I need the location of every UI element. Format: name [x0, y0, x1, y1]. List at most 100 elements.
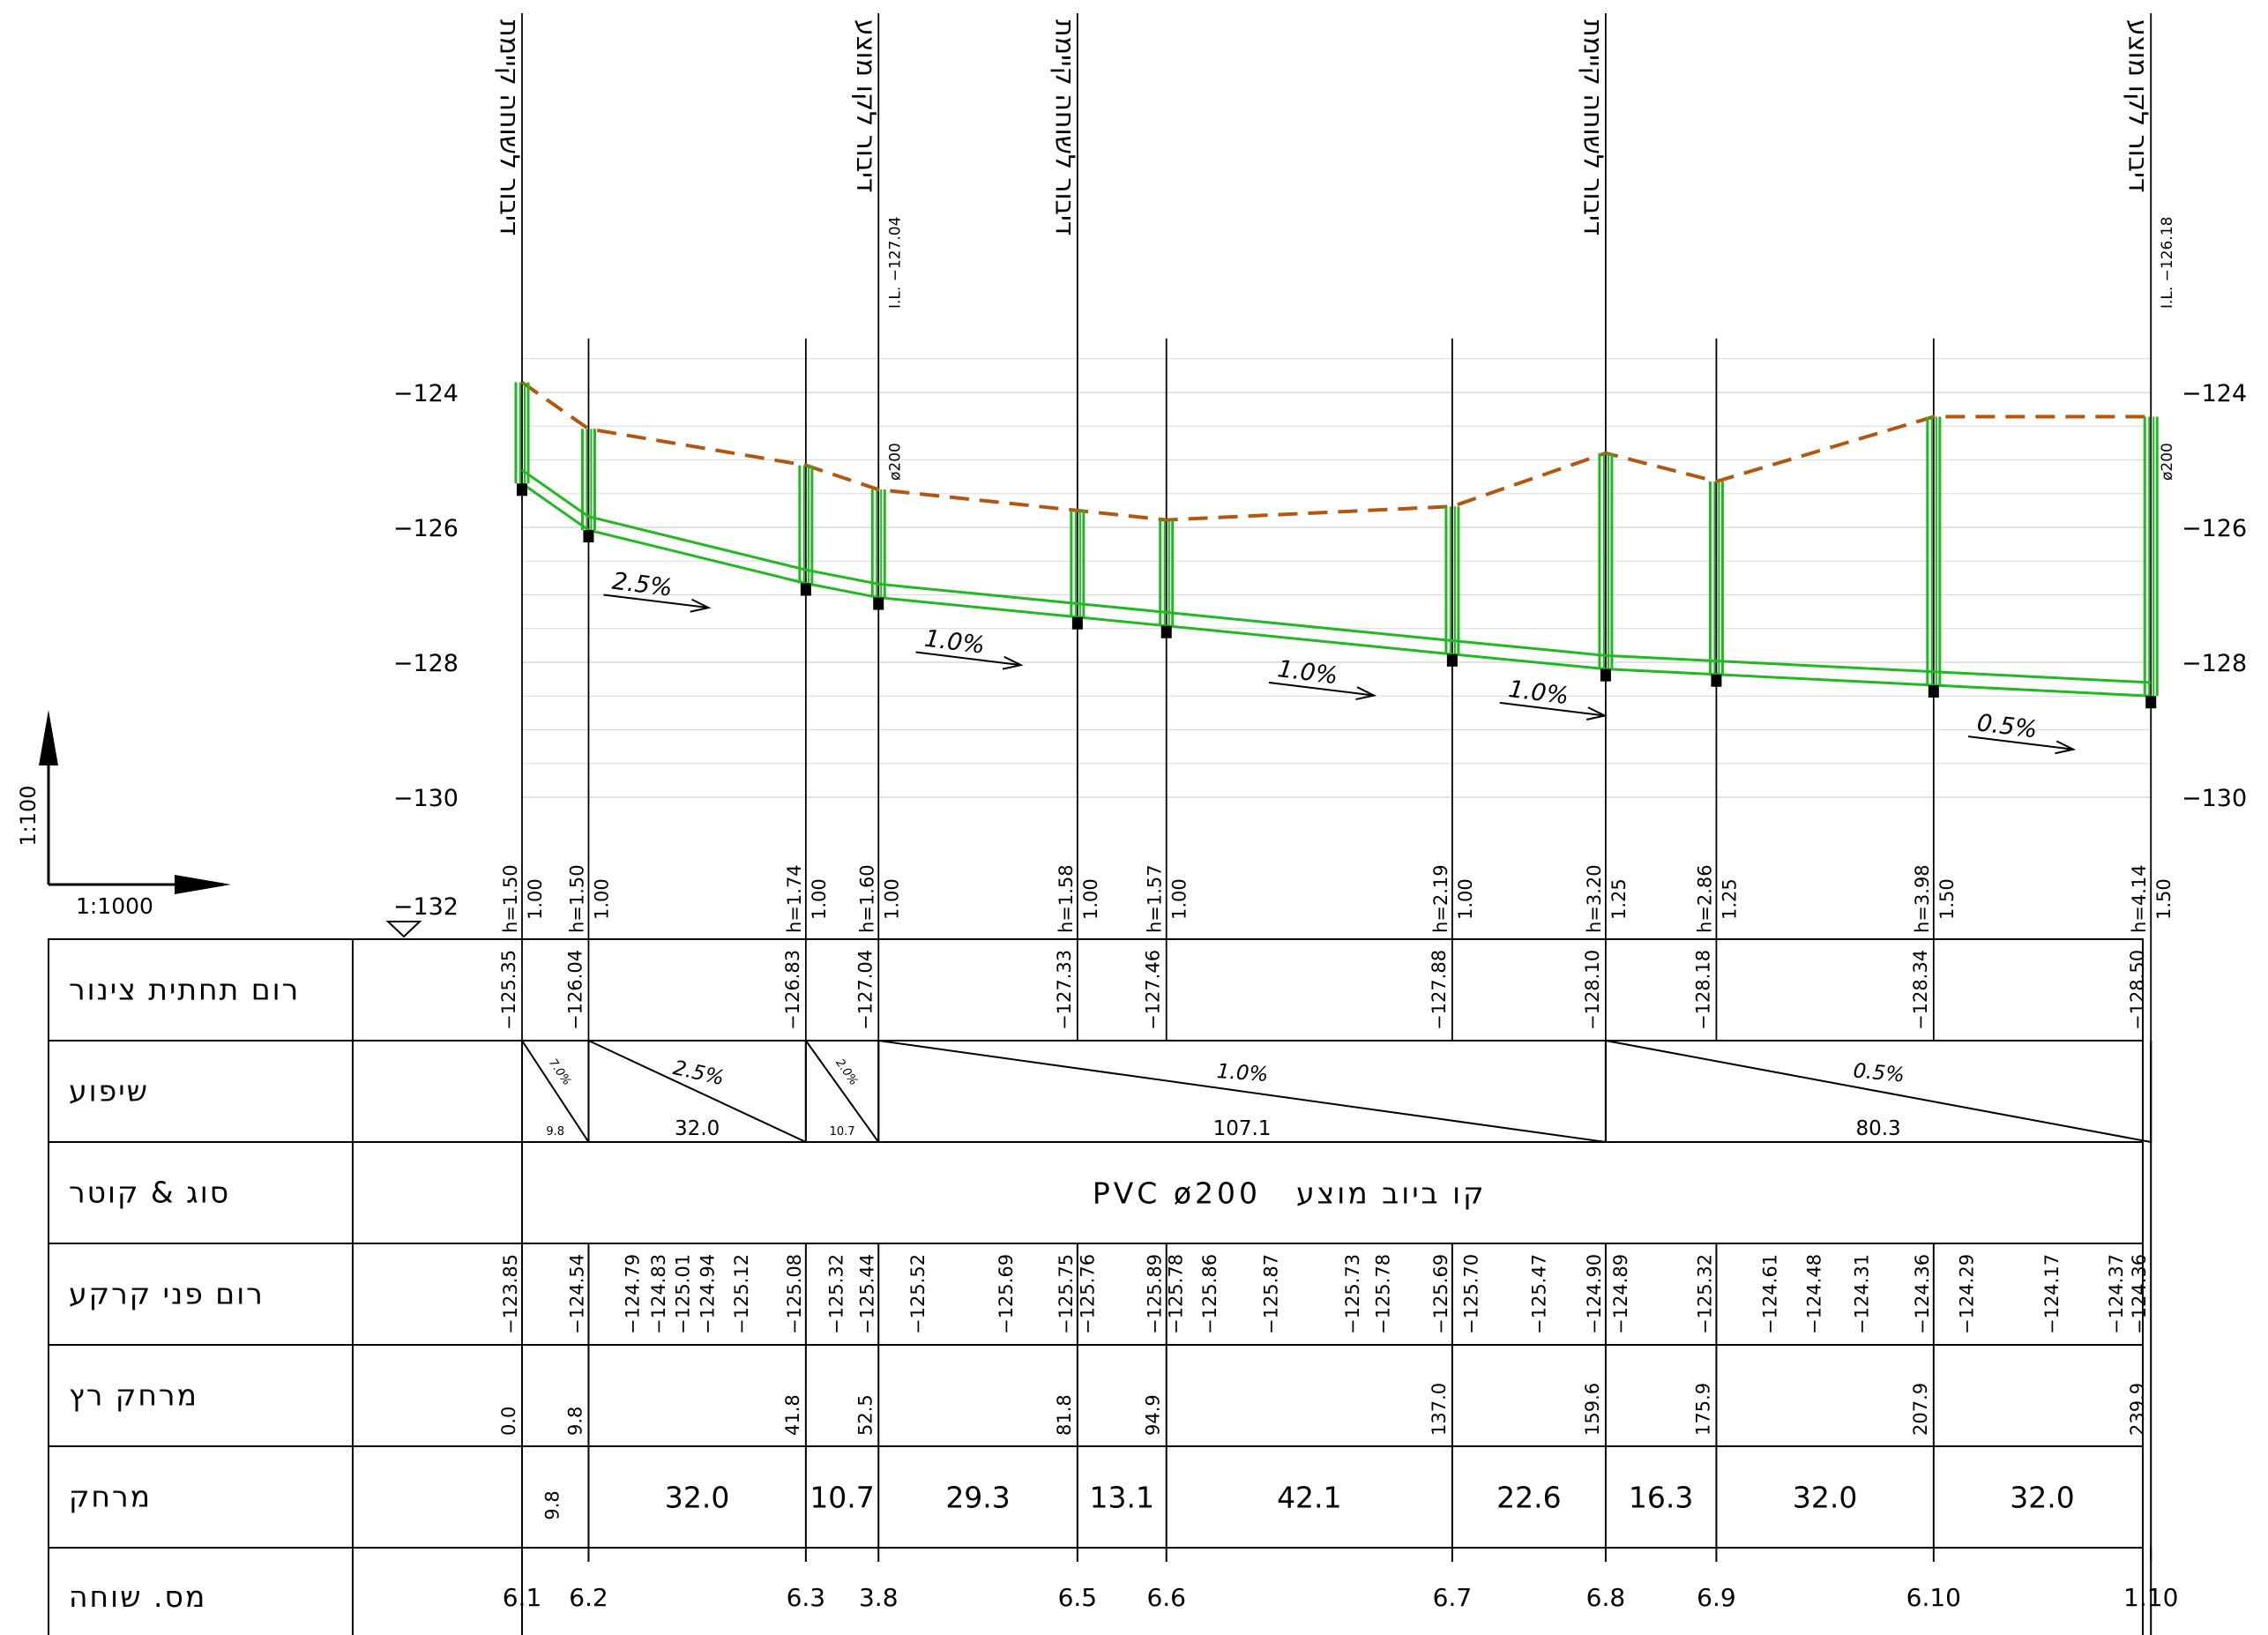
segment-distance-value: 42.1: [1277, 1481, 1341, 1515]
slope-section-length: 80.3: [1855, 1117, 1900, 1140]
ground-elevation-value: −124.83: [648, 1254, 669, 1334]
invert-level-value: −128.18: [1692, 950, 1713, 1030]
axis-tick-right: −128: [2182, 650, 2247, 677]
cumulative-distance-value: 175.9: [1692, 1383, 1713, 1436]
horizontal-scale-label: 1:1000: [76, 893, 153, 919]
ground-elevation-value: −125.89: [1145, 1254, 1166, 1334]
pipe-crown-line: [521, 468, 2152, 684]
profile-data-table: [48, 938, 2144, 1635]
ground-elevation-value: −125.12: [731, 1254, 752, 1334]
cover-depth-label: 1.00: [881, 878, 902, 920]
slope-arrowhead: [1002, 655, 1024, 670]
slope-arrow: [1499, 701, 1604, 717]
slope-arrow: [1967, 735, 2072, 750]
station-lines: [521, 13, 2152, 1041]
ground-elevation-value: −125.78: [1166, 1254, 1187, 1334]
ground-elevation-value: −124.94: [697, 1254, 718, 1334]
ground-elevation-value: −125.86: [1199, 1254, 1220, 1334]
invert-level-value: −126.83: [782, 950, 803, 1030]
axis-tick-left: −126: [393, 515, 459, 542]
cumulative-distance-value: 159.6: [1582, 1383, 1603, 1436]
cover-depth-label: 1.50: [1936, 878, 1958, 920]
ground-elevation-value: −124.36: [2129, 1254, 2150, 1334]
axis-tick-right: −130: [2182, 785, 2247, 812]
slope-annotation: 2.5%: [603, 568, 712, 613]
height-label: h=2.86: [1694, 864, 1715, 933]
slope-section-diagonal: [878, 1040, 1607, 1143]
slope-annotation: 1.0%: [1499, 676, 1608, 721]
ground-elevation-value: −125.32: [826, 1254, 847, 1334]
cumulative-distance-value: 239.9: [2127, 1383, 2148, 1436]
cumulative-distance-value: 81.8: [1054, 1394, 1075, 1436]
slope-arrow: [603, 594, 707, 608]
axis-tick-right: −126: [2182, 515, 2247, 542]
elevation-axis: −124 −124 −126 −126 −128 −128 −130 −130 −132: [393, 380, 2247, 921]
height-label: h=1.60: [856, 864, 877, 933]
ground-elevation-value: −124.61: [1759, 1254, 1780, 1334]
invert-level-value: −127.04: [854, 950, 876, 1030]
slope-section-length: 107.1: [1213, 1117, 1272, 1140]
ground-elevation-value: −125.01: [673, 1254, 694, 1334]
slope-annotation: 1.0%: [1268, 655, 1377, 701]
ground-elevation-value: −124.90: [1584, 1254, 1605, 1334]
ground-elevation-value: −125.73: [1342, 1254, 1363, 1334]
slope-arrowhead: [690, 598, 712, 613]
manhole-number: 6.6: [1146, 1583, 1186, 1612]
invert-level-label: I.L. −127.04: [886, 217, 904, 309]
ground-elevation-value: −124.79: [623, 1254, 644, 1334]
ground-elevation-value: −125.69: [1430, 1254, 1451, 1334]
manhole-base: [873, 597, 884, 610]
cover-depth-label: 1.00: [1455, 878, 1476, 920]
manhole-number: 6.8: [1586, 1583, 1626, 1612]
slope-arrowhead: [2055, 740, 2077, 755]
axis-tick-left: −124: [393, 380, 459, 407]
slope-section-percent: 0.5%: [1852, 1059, 1906, 1086]
ground-elevation-value: −124.89: [1610, 1254, 1631, 1334]
ground-elevation-value: −124.37: [2106, 1254, 2127, 1334]
slope-section-diagonal: [521, 1040, 590, 1143]
ground-elevation-value: −124.29: [1957, 1254, 1978, 1334]
invert-level-value: −126.04: [564, 950, 586, 1030]
manhole-number: 6.7: [1433, 1583, 1473, 1612]
vertical-arrowhead: [39, 710, 58, 765]
diameter-label: ø200: [886, 443, 904, 481]
manhole-base: [1071, 616, 1083, 630]
cover-depth-label: 1.00: [1080, 878, 1101, 920]
segment-distance-value: 16.3: [1629, 1481, 1693, 1515]
manhole-base: [1928, 685, 1939, 698]
table-row-label: מס. שוחה: [69, 1579, 206, 1614]
manhole-connection-label: דיבור לקו מוצע: [850, 19, 881, 192]
manhole-connection-label: דיבור לשוחה קיימת: [1048, 19, 1079, 235]
horizontal-arrowhead: [175, 875, 231, 894]
manhole-base: [1446, 653, 1458, 667]
table-frame: [48, 938, 2144, 1635]
slope-section-length: 32.0: [675, 1117, 720, 1140]
manhole-number: 6.5: [1058, 1583, 1098, 1612]
invert-level-value: −127.46: [1143, 950, 1164, 1030]
slope-section-percent: 2.5%: [671, 1056, 727, 1090]
slope-arrow: [915, 651, 1019, 666]
manhole-base: [1711, 674, 1722, 687]
table-row-label: מרחק רץ: [69, 1378, 198, 1413]
scale-indicator: 1:100 1:1000: [16, 710, 231, 919]
ground-profile: [520, 380, 2152, 522]
slope-section-percent: 1.0%: [1216, 1060, 1269, 1086]
manhole-connection-label: דיבור לשוחה קיימת: [1577, 19, 1608, 235]
ground-elevation-value: −124.31: [1851, 1254, 1872, 1334]
ground-line: [520, 380, 2152, 522]
manhole-number: 6.2: [569, 1583, 608, 1612]
axis-bottom-label: −132: [393, 893, 459, 921]
slope-section-diagonal: [805, 1040, 880, 1143]
cumulative-distance-value: 207.9: [1910, 1383, 1931, 1436]
height-label: h=1.58: [1056, 864, 1077, 933]
segment-distance-value: 29.3: [945, 1481, 1010, 1515]
cover-depth-label: 1.00: [591, 878, 612, 920]
height-label: h=2.19: [1430, 864, 1451, 933]
manhole-number: 6.10: [1906, 1583, 1961, 1612]
manhole-base: [1600, 668, 1611, 682]
manhole-base: [2145, 696, 2157, 709]
ground-elevation-value: −123.85: [500, 1254, 521, 1334]
cumulative-distance-value: 137.0: [1429, 1383, 1450, 1436]
invert-level-value: −128.10: [1582, 950, 1603, 1030]
manhole-base: [583, 530, 594, 543]
